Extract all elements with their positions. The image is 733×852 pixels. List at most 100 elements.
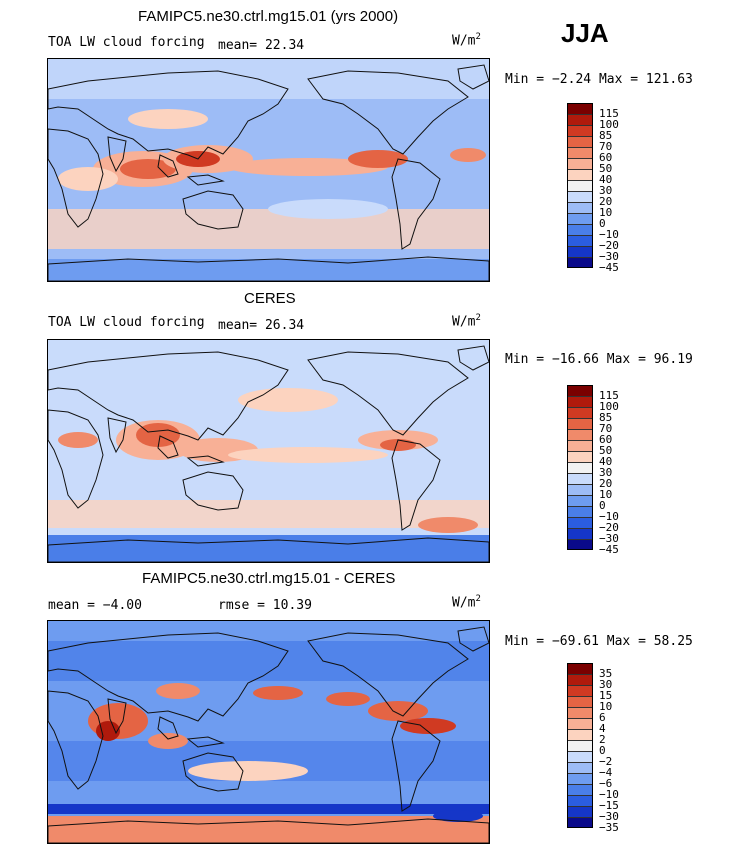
panel3-rmse-label: rmse =	[218, 598, 265, 613]
panel1-min-value: −2.24	[551, 72, 592, 87]
panel1-colorbar-tick: −20	[599, 239, 619, 252]
panel2-mean-value: 26.34	[264, 318, 305, 333]
panel2-colorbar-tick: 30	[599, 466, 613, 479]
panel3-colorbar-tick: 10	[599, 700, 613, 713]
panel1-colorbar-swatch	[567, 191, 593, 202]
panel1-colorbar-tick: −30	[599, 250, 619, 263]
panel1-colorbar-swatch	[567, 169, 593, 180]
panel3-title: FAMIPC5.ne30.ctrl.mg15.01 - CERES	[142, 570, 396, 587]
panel2-colorbar-tick: 85	[599, 411, 613, 424]
panel2-colorbar-swatch	[567, 495, 593, 506]
panel1-colorbar-tick: 50	[599, 162, 613, 175]
panel3-colorbar-tick: −30	[599, 810, 619, 823]
panel3-colorbar-swatch	[567, 806, 593, 817]
panel3-colorbar-tick: 2	[599, 733, 606, 746]
panel2-variable: TOA LW cloud forcing	[48, 315, 205, 330]
panel3-mean-label: mean =	[48, 598, 95, 613]
panel2-mean: mean= 26.34	[218, 318, 304, 333]
panel3-colorbar-swatch	[567, 729, 593, 740]
panel3-minmax: Min = −69.61 Max = 58.25	[505, 634, 693, 649]
panel1-max-label: Max =	[598, 72, 639, 87]
panel1-units: W/m2	[452, 32, 481, 48]
panel1-colorbar-swatch	[567, 114, 593, 125]
panel3-colorbar-swatch	[567, 696, 593, 707]
panel2-min-value: −16.66	[551, 352, 599, 367]
panel1-colorbar-swatch	[567, 136, 593, 147]
panel1-map	[47, 58, 490, 282]
panel1-title: FAMIPC5.ne30.ctrl.mg15.01 (yrs 2000)	[138, 8, 399, 25]
panel1-colorbar-swatch	[567, 147, 593, 158]
panel3-units: W/m2	[452, 594, 481, 610]
panel3-mean: mean = −4.00	[48, 598, 142, 613]
panel3-colorbar-swatch	[567, 784, 593, 795]
panel3-colorbar-swatch	[567, 773, 593, 784]
panel3-colorbar-tick: 4	[599, 722, 606, 735]
panel2-colorbar-tick: −30	[599, 532, 619, 545]
panel3-colorbar-swatch	[567, 795, 593, 806]
panel1-mean-label: mean=	[218, 38, 258, 53]
panel1-colorbar-swatch	[567, 202, 593, 213]
panel3-rmse-value: 10.39	[272, 598, 312, 613]
panel3-min-value: −69.61	[551, 634, 599, 649]
panel2-colorbar-tick: 115	[599, 389, 619, 402]
panel3-rmse: rmse = 10.39	[218, 598, 312, 613]
panel2-colorbar-swatch	[567, 506, 593, 517]
panel3-colorbar-swatch	[567, 707, 593, 718]
panel2-title: CERES	[244, 290, 296, 307]
panel3-colorbar-tick: 30	[599, 678, 613, 691]
panel1-colorbar-tick: −45	[599, 261, 619, 274]
panel2-colorbar-tick: 0	[599, 499, 606, 512]
panel3-colorbar-tick: −2	[599, 755, 613, 768]
panel1-colorbar-tick: 85	[599, 129, 613, 142]
panel3-colorbar-swatch	[567, 674, 593, 685]
panel1-colorbar-swatch	[567, 180, 593, 191]
panel3-colorbar-swatch	[567, 718, 593, 729]
panel3-colorbar-tick: 0	[599, 744, 606, 757]
panel2-mean-label: mean=	[218, 318, 258, 333]
panel1-colorbar-tick: 30	[599, 184, 613, 197]
panel3-max-label: Max =	[606, 634, 646, 649]
panel1-colorbar-swatch	[567, 158, 593, 169]
panel2-colorbar-tick: −10	[599, 510, 619, 523]
panel2-units-text: W/m	[452, 314, 476, 330]
panel3-colorbar-tick: −6	[599, 777, 613, 790]
panel3-colorbar: 35 30 15 10 6 4 2 0 −2 −4 −6 −10 −15 −30 −35	[567, 663, 647, 833]
panel2-colorbar-swatch	[567, 440, 593, 451]
panel3-colorbar-tick: 15	[599, 689, 613, 702]
panel1-colorbar-swatch	[567, 257, 593, 268]
panel1-min-label: Min =	[505, 72, 545, 87]
panel3-colorbar-swatch	[567, 685, 593, 696]
panel3-map	[47, 620, 490, 844]
panel3-units-sup: 2	[475, 594, 481, 604]
panel1-colorbar-swatch	[567, 213, 593, 224]
panel3-colorbar-swatch	[567, 751, 593, 762]
panel2-minmax: Min = −16.66 Max = 96.19	[505, 352, 693, 367]
panel1-max-value: 121.63	[645, 72, 693, 87]
panel1-colorbar-tick: 40	[599, 173, 613, 186]
panel1-colorbar-swatch	[567, 246, 593, 257]
panel3-colorbar-tick: −35	[599, 821, 619, 834]
panel3-colorbar-swatch	[567, 817, 593, 828]
panel2-colorbar-swatch	[567, 484, 593, 495]
panel2-colorbar-tick: 20	[599, 477, 613, 490]
panel1-colorbar-tick: 10	[599, 206, 613, 219]
panel2-colorbar-swatch	[567, 451, 593, 462]
panel1-colorbar-swatch	[567, 224, 593, 235]
panel1-colorbar-tick: 115	[599, 107, 619, 120]
panel2-colorbar-swatch	[567, 418, 593, 429]
panel3-colorbar-frame	[567, 663, 593, 828]
panel2-colorbar-swatch	[567, 429, 593, 440]
panel1-units-text: W/m	[452, 33, 476, 49]
panel1-colorbar-swatch	[567, 125, 593, 136]
panel2-colorbar-swatch	[567, 407, 593, 418]
panel1-minmax: Min = −2.24 Max = 121.63	[505, 72, 693, 87]
panel3-min-label: Min =	[505, 634, 545, 649]
panel2-min-label: Min =	[505, 352, 545, 367]
panel2-map	[47, 339, 490, 563]
panel1-mean-value: 22.34	[264, 38, 305, 53]
panel2-colorbar-swatch	[567, 396, 593, 407]
panel2-colorbar-tick: 50	[599, 444, 613, 457]
panel2-units: W/m2	[452, 313, 481, 329]
panel2-max-label: Max =	[606, 352, 646, 367]
panel1-units-sup: 2	[475, 32, 481, 42]
